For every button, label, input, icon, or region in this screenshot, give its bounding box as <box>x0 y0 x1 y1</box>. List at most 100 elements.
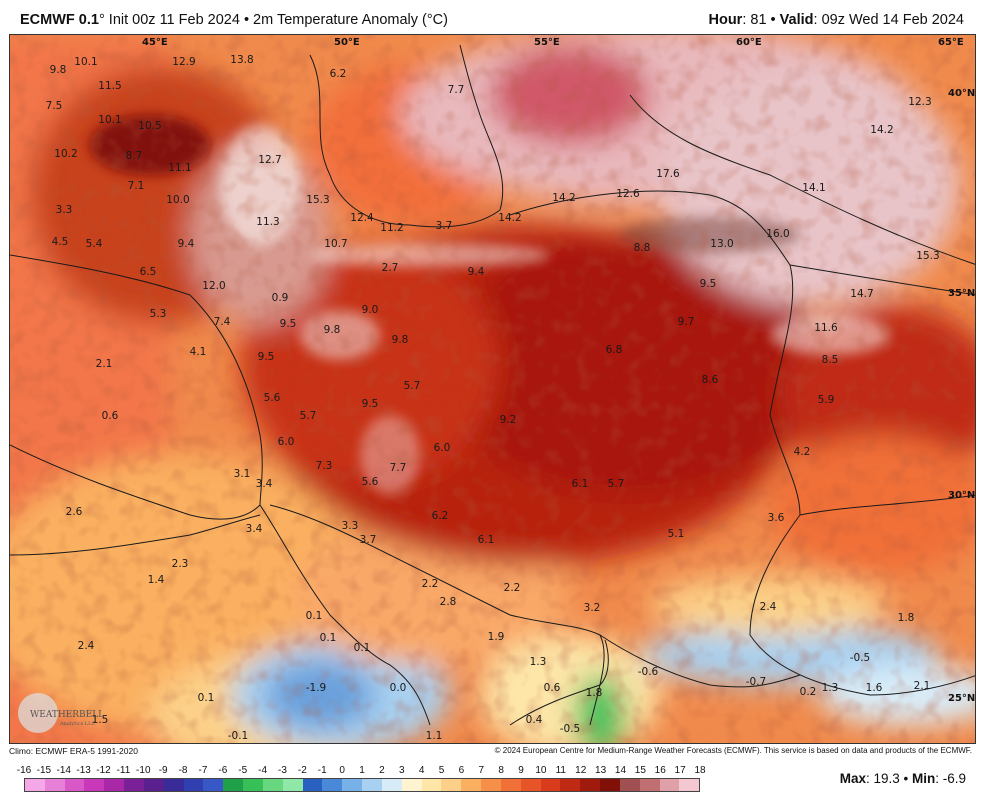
anomaly-value-label: 3.3 <box>342 520 359 532</box>
colorbar-tick-label: 1 <box>359 765 365 776</box>
anomaly-value-label: 8.7 <box>126 150 143 162</box>
colorbar-tick-label: 3 <box>398 765 405 776</box>
colorbar-tick-label: -1 <box>317 765 327 776</box>
anomaly-value-label: 17.6 <box>656 168 680 180</box>
anomaly-value-label: 9.8 <box>392 334 409 346</box>
lat-label: 40°N <box>948 88 975 99</box>
anomaly-value-label: 2.4 <box>760 601 777 613</box>
arabia-coast <box>259 504 431 726</box>
longitude-labels: 45°E 50°E 55°E 60°E 65°E <box>142 37 964 48</box>
anomaly-value-label: 9.5 <box>258 351 275 363</box>
colorbar-swatch <box>342 779 363 791</box>
anomaly-value-label: 7.5 <box>46 100 63 112</box>
anomaly-value-label: 10.1 <box>98 114 121 126</box>
hour-label: Hour <box>708 12 743 28</box>
anomaly-value-label: 8.8 <box>634 242 651 254</box>
colorbar-swatch <box>639 779 660 791</box>
afghan-south-border <box>799 494 975 516</box>
anomaly-value-label: 8.5 <box>822 354 839 366</box>
colorbar-swatch <box>461 779 482 791</box>
colorbar-swatch <box>500 779 521 791</box>
min-value: : -6.9 <box>935 771 966 786</box>
anomaly-value-label: 2.1 <box>96 358 113 370</box>
colorbar-tick-label: 5 <box>438 765 445 776</box>
anomaly-value-label: 9.8 <box>50 64 67 76</box>
colorbar-tick-label: -4 <box>258 765 268 776</box>
colorbar-tick-label: 10 <box>535 765 547 776</box>
anomaly-value-label: 10.7 <box>324 238 347 250</box>
max-label: Max <box>839 771 866 786</box>
lat-label: 35°N <box>948 288 975 299</box>
anomaly-value-label: 1.4 <box>148 574 165 586</box>
max-value: : 19.3 • <box>865 771 912 786</box>
anomaly-value-label: 3.6 <box>768 512 785 524</box>
anomaly-value-label: 0.2 <box>800 686 817 698</box>
colorbar-tick-label: 18 <box>694 765 706 776</box>
colorbar-swatch <box>520 779 541 791</box>
valid-value: : 09z Wed 14 Feb 2024 <box>813 12 964 28</box>
colorbar-tick-label: 13 <box>595 765 607 776</box>
anomaly-value-label: 2.4 <box>78 640 95 652</box>
colorbar-tick-label: 12 <box>575 765 587 776</box>
anomaly-value-label: 5.3 <box>150 308 167 320</box>
colorbar-tick-label: -7 <box>198 765 208 776</box>
anomaly-value-label: 8.6 <box>702 374 719 386</box>
anomaly-value-label: 1.8 <box>898 612 915 624</box>
anomaly-value-label: 11.1 <box>168 162 191 174</box>
anomaly-value-label: 6.0 <box>434 442 451 454</box>
colorbar-swatch <box>223 779 244 791</box>
anomaly-value-label: 1.3 <box>822 682 839 694</box>
anomaly-value-label: 10.0 <box>166 194 189 206</box>
colorbar-swatch <box>619 779 640 791</box>
colorbar-swatch <box>104 779 125 791</box>
anomaly-value-label: 0.1 <box>198 692 215 704</box>
anomaly-value-label: -0.7 <box>746 676 767 688</box>
anomaly-value-label: 6.2 <box>330 68 347 80</box>
colorbar-swatch <box>44 779 65 791</box>
anomaly-value-label: 9.5 <box>362 398 379 410</box>
colorbar-tick-label: -9 <box>158 765 168 776</box>
anomaly-value-label: 7.3 <box>316 460 333 472</box>
anomaly-value-label: 6.0 <box>278 436 295 448</box>
anomaly-value-label: 13.0 <box>710 238 733 250</box>
anomaly-value-label: 13.8 <box>230 54 253 66</box>
colorbar-tick-label: -8 <box>178 765 188 776</box>
anomaly-value-label: 6.2 <box>432 510 449 522</box>
lon-label: 60°E <box>736 37 762 48</box>
anomaly-value-label: 5.7 <box>608 478 625 490</box>
anomaly-value-label: 14.7 <box>850 288 873 300</box>
lon-label: 50°E <box>334 37 360 48</box>
colorbar-swatch <box>481 779 501 791</box>
anomaly-value-label: 11.2 <box>380 222 403 234</box>
anomaly-value-label: 11.5 <box>98 80 121 92</box>
anomaly-value-label: 12.9 <box>172 56 195 68</box>
colorbar-swatch <box>381 779 402 791</box>
colorbar-swatch <box>659 779 680 791</box>
turkey-border <box>10 254 191 296</box>
anomaly-value-label: 0.4 <box>526 714 543 726</box>
anomaly-value-label: 14.2 <box>870 124 893 136</box>
colorbar-tick-label: -14 <box>56 765 71 776</box>
colorbar-swatch <box>282 779 303 791</box>
anomaly-value-label: 3.1 <box>234 468 251 480</box>
anomaly-value-label: 1.9 <box>488 631 505 643</box>
map-canvas: 45°E 50°E 55°E 60°E 65°E 40°N 35°N 30°N … <box>10 35 975 743</box>
anomaly-value-label: 9.8 <box>324 324 341 336</box>
anomaly-value-label: 3.3 <box>56 204 73 216</box>
colorbar-swatch <box>600 779 620 791</box>
colorbar-swatch <box>84 779 105 791</box>
anomaly-value-label: 7.4 <box>214 316 231 328</box>
north-border <box>629 94 975 265</box>
anomaly-value-label: 6.1 <box>572 478 589 490</box>
colorbar-tick-label: 11 <box>555 765 567 776</box>
pakistan-coast <box>749 514 975 696</box>
anomaly-value-label: 5.6 <box>362 476 379 488</box>
colorbar-tick-label: -11 <box>116 765 131 776</box>
iraq-border <box>10 444 261 520</box>
anomaly-value-label: 9.7 <box>678 316 695 328</box>
colorbar-swatch <box>64 779 85 791</box>
logo-globe-icon <box>18 693 58 733</box>
anomaly-value-label: 2.7 <box>382 262 399 274</box>
colorbar-swatch <box>679 779 700 791</box>
lat-label: 30°N <box>948 490 975 501</box>
